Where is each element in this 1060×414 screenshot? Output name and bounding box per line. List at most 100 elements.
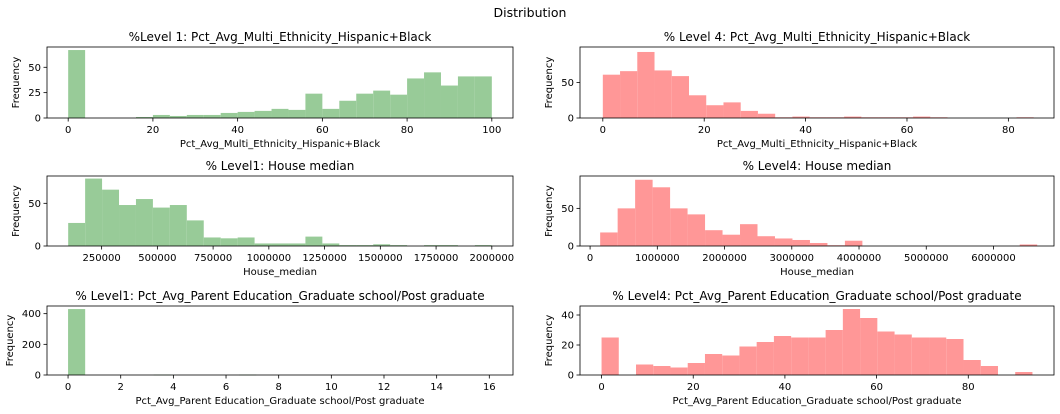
x-tick-label: 60 — [870, 382, 883, 393]
x-axis-label: Pct_Avg_Parent Education_Graduate school… — [672, 396, 961, 407]
histogram-bar — [373, 244, 391, 246]
histogram-bar — [756, 342, 774, 375]
histogram-bar — [601, 337, 619, 375]
histogram-bar — [808, 337, 826, 375]
histogram-bar — [424, 72, 441, 118]
histogram-bar — [237, 111, 255, 118]
x-tick-label: 0 — [587, 253, 593, 264]
histogram-bar — [654, 70, 672, 118]
histogram-bar — [687, 214, 706, 246]
histogram-bar — [102, 189, 120, 246]
histogram-bar — [877, 331, 895, 375]
histogram-bar — [271, 108, 289, 118]
x-tick-label: 10 — [325, 382, 338, 393]
y-tick-label: 50 — [28, 199, 41, 210]
histogram-bar — [186, 220, 204, 246]
x-tick-label: 2000000 — [470, 253, 515, 264]
subplot-title: % Level1: Pct_Avg_Parent Education_Gradu… — [75, 289, 484, 303]
x-tick-label: 0 — [600, 125, 606, 136]
histogram-bar — [688, 95, 707, 118]
y-axis-label: Frequency — [544, 315, 555, 367]
histogram-bar — [773, 336, 792, 375]
histogram-bar — [373, 90, 391, 118]
subplot-title: % Level 4: Pct_Avg_Multi_Ethnicity_Hispa… — [664, 30, 971, 44]
histogram-bar — [740, 110, 758, 118]
histogram-bar — [322, 108, 340, 118]
x-tick-label: 80 — [1002, 125, 1015, 136]
histogram-bar — [457, 76, 475, 118]
y-tick-label: 40 — [561, 311, 574, 322]
y-tick-label: 0 — [568, 242, 574, 253]
histogram-bar — [757, 236, 775, 246]
histogram-bar — [705, 230, 723, 246]
subplot-5: 0 2 4 6 8 10 12 14 16 0 200 400 % Level1: Pct_Avg_Pa… — [5, 289, 514, 407]
histogram-bar — [946, 339, 964, 375]
x-tick-label: 3000000 — [770, 253, 815, 264]
histogram-bar — [757, 113, 776, 118]
histogram-bar — [339, 245, 357, 246]
histogram-bar — [356, 93, 374, 118]
x-tick-label: 5000000 — [904, 253, 949, 264]
histogram-bar — [474, 76, 492, 118]
subplot-1: 0 20 40 60 80 100 0 25 50 %Level 1: Pct_Avg_Multi… — [11, 30, 514, 150]
histogram-bar — [288, 243, 306, 246]
histogram-bar — [842, 309, 861, 375]
histogram-bar — [617, 208, 636, 246]
y-axis-label: Frequency — [544, 185, 555, 237]
histogram-bar — [135, 116, 153, 118]
x-tick-label: 1000000 — [247, 253, 292, 264]
histogram-bar — [288, 109, 306, 118]
x-tick-label: 40 — [779, 382, 792, 393]
y-tick-label: 25 — [28, 88, 41, 99]
histogram-bar — [706, 105, 724, 118]
x-tick-label: 1500000 — [358, 253, 403, 264]
histogram-bar — [980, 366, 998, 375]
subplot-3: 250000 500000 750000 1000000 1250000 1500000 1… — [11, 159, 514, 278]
histogram-bar — [913, 116, 931, 118]
subplot-title: %Level 1: Pct_Avg_Multi_Ethnicity_Hispan… — [129, 30, 432, 44]
x-tick-label: 80 — [401, 125, 414, 136]
histogram-bar — [254, 110, 272, 118]
histogram-bar — [339, 100, 357, 118]
histogram-bar — [602, 74, 621, 118]
histogram-bar — [424, 245, 441, 246]
y-axis-label: Frequency — [11, 57, 22, 109]
figure-title: Distribution — [493, 5, 567, 20]
x-tick-label: 40 — [799, 125, 812, 136]
histogram-bar — [390, 245, 408, 246]
x-tick-label: 1750000 — [414, 253, 459, 264]
subplot-title: % Level4: House median — [743, 159, 892, 173]
histogram-bar — [322, 243, 340, 246]
histogram-bar — [739, 346, 757, 375]
histogram-bar — [620, 71, 638, 118]
y-tick-label: 400 — [22, 309, 41, 320]
x-tick-label: 12 — [378, 382, 391, 393]
histogram-bar — [723, 102, 741, 118]
histogram-bar — [305, 236, 323, 246]
histogram-bar — [440, 85, 458, 118]
y-axis-label: Frequency — [5, 315, 16, 367]
subplot-2: 0 20 40 60 80 0 50 % Level 4: Pct_Avg_Multi_Eth… — [544, 30, 1055, 150]
histogram-bar — [636, 364, 654, 375]
histogram-bar — [792, 116, 810, 118]
x-axis-label: Pct_Avg_Parent Education_Graduate school… — [135, 396, 424, 407]
histogram-bar — [653, 366, 671, 375]
histogram-bar — [152, 207, 170, 246]
x-tick-label: 40 — [231, 125, 244, 136]
histogram-bar — [844, 116, 862, 118]
histogram-bar — [135, 199, 153, 246]
x-tick-label: 8 — [275, 382, 281, 393]
x-tick-label: 0 — [65, 125, 71, 136]
histogram-bar — [929, 337, 947, 375]
histogram-bar — [722, 234, 741, 246]
histogram-bar — [963, 360, 981, 375]
histogram-bar — [68, 222, 86, 246]
histogram-bar — [635, 179, 653, 246]
histogram-bar — [68, 309, 86, 375]
histogram-bar — [911, 337, 930, 375]
histogram-bar — [670, 208, 688, 246]
histogram-bar — [220, 238, 238, 246]
y-tick-label: 0 — [568, 371, 574, 382]
